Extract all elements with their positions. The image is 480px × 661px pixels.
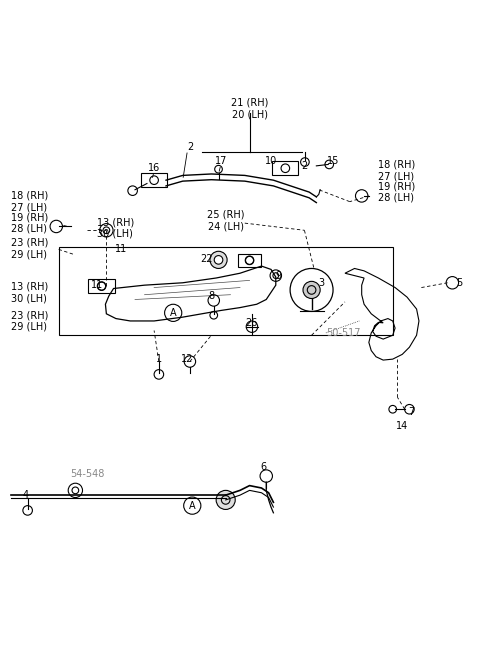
- Text: 10: 10: [265, 156, 277, 166]
- Circle shape: [210, 251, 227, 268]
- Text: 5: 5: [456, 278, 463, 288]
- Text: 3: 3: [318, 278, 324, 288]
- Text: 15: 15: [327, 156, 339, 166]
- Bar: [59, 247, 393, 335]
- Text: 22: 22: [200, 254, 213, 264]
- Text: 50-517: 50-517: [326, 328, 360, 338]
- Circle shape: [303, 282, 320, 299]
- Text: 7: 7: [408, 407, 415, 416]
- Text: 17: 17: [215, 156, 227, 166]
- Text: 26: 26: [246, 319, 258, 329]
- Text: 16: 16: [148, 163, 160, 173]
- Text: 18 (RH)
27 (LH): 18 (RH) 27 (LH): [378, 160, 416, 181]
- Text: 8: 8: [208, 291, 215, 301]
- Text: 14: 14: [396, 421, 408, 431]
- Text: 21 (RH)
20 (LH): 21 (RH) 20 (LH): [231, 98, 268, 120]
- Text: 12: 12: [181, 354, 194, 364]
- Text: 54-548: 54-548: [70, 469, 105, 479]
- Text: 23 (RH)
29 (LH): 23 (RH) 29 (LH): [11, 310, 48, 332]
- Text: 2: 2: [301, 161, 308, 171]
- Text: 4: 4: [22, 490, 28, 500]
- Text: 18 (RH)
27 (LH): 18 (RH) 27 (LH): [11, 191, 48, 212]
- Text: 23 (RH)
29 (LH): 23 (RH) 29 (LH): [11, 237, 48, 259]
- Text: 11: 11: [91, 280, 103, 290]
- Text: 6: 6: [261, 461, 267, 471]
- Text: 25 (RH)
24 (LH): 25 (RH) 24 (LH): [207, 210, 244, 231]
- Text: 9: 9: [275, 270, 281, 281]
- Text: 19 (RH)
28 (LH): 19 (RH) 28 (LH): [378, 181, 416, 203]
- Text: 13 (RH)
30 (LH): 13 (RH) 30 (LH): [97, 217, 134, 239]
- Text: A: A: [189, 500, 195, 511]
- Circle shape: [216, 490, 235, 510]
- Text: 11: 11: [115, 245, 127, 254]
- Text: A: A: [170, 308, 177, 318]
- Text: 19 (RH)
28 (LH): 19 (RH) 28 (LH): [11, 212, 48, 234]
- Circle shape: [214, 256, 223, 264]
- Text: 2: 2: [187, 141, 193, 152]
- Text: 1: 1: [156, 354, 162, 364]
- Text: 13 (RH)
30 (LH): 13 (RH) 30 (LH): [11, 282, 48, 303]
